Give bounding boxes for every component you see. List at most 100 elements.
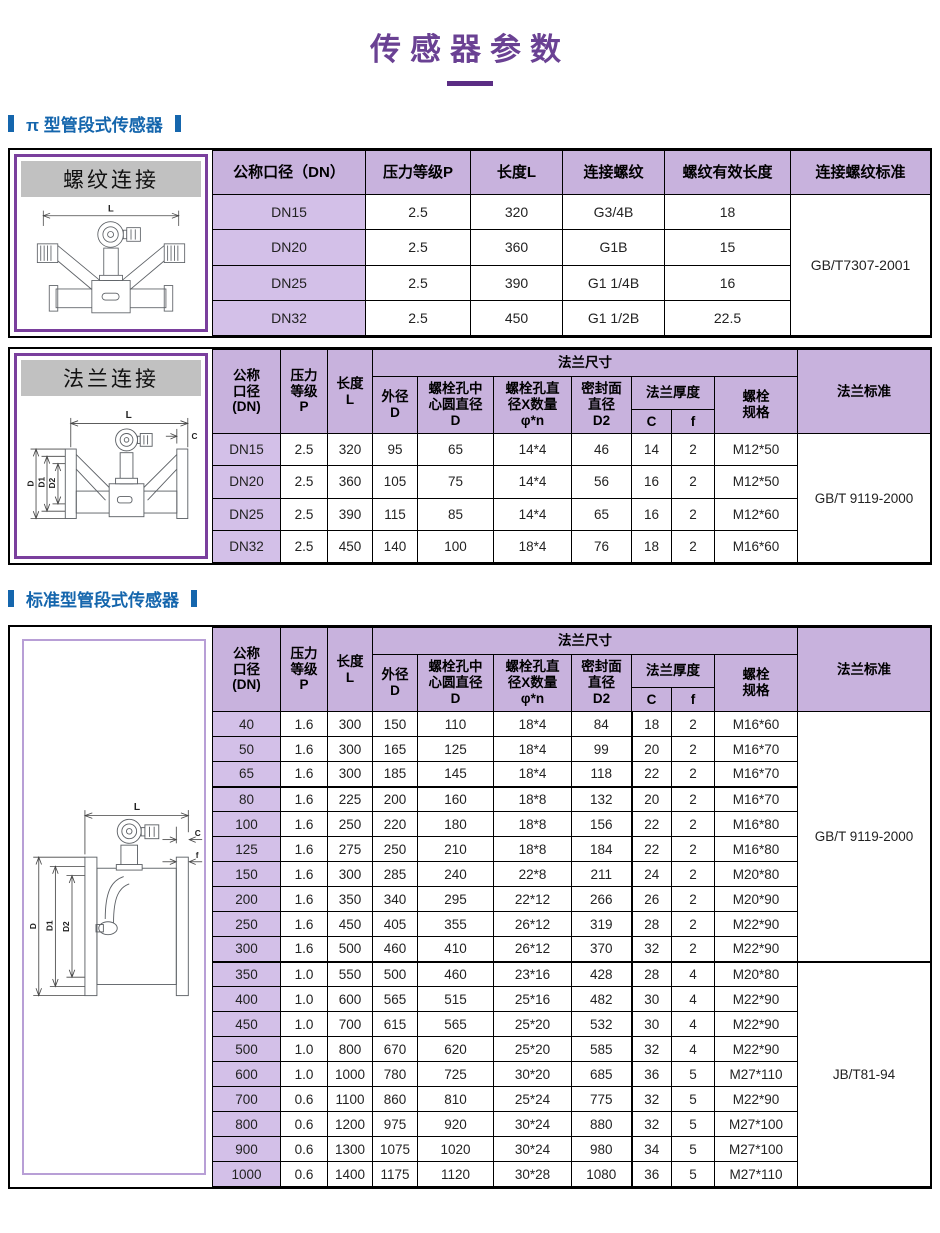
data-cell: 2 — [671, 736, 715, 762]
data-cell: 200 — [372, 786, 418, 812]
flanged-panel-frame: 法兰连接 L C — [14, 353, 208, 559]
data-cell: 2 — [671, 836, 715, 862]
threaded-connection-block: 螺纹连接 L — [8, 148, 932, 338]
data-cell: 2.5 — [280, 529, 328, 564]
data-cell: 450 — [327, 911, 373, 937]
data-cell: 22.5 — [664, 299, 791, 337]
dim-label-D1: D1 — [37, 476, 46, 487]
standard-sensor-drawing: L C f D D1 D2 — [28, 802, 203, 997]
col-header-flange-standard: 法兰标准 — [797, 349, 932, 434]
table-row: DN25 2.5 390 G1 1/4B 16 — [212, 264, 931, 301]
col-header-length: 长度 L — [327, 627, 373, 712]
page-title: 传感器参数 — [370, 32, 570, 67]
table-row: 200 1.6 350 340 295 22*12 266 26 2 M20*90 — [212, 886, 931, 912]
data-cell: 1.6 — [280, 836, 328, 862]
data-cell: 1.0 — [280, 1061, 328, 1087]
standard-spec-table: 公称 口径 (DN) 压力 等级 P 长度 L 法兰尺寸 法兰标准 外径 D 螺… — [212, 627, 932, 1187]
data-cell: 180 — [417, 811, 494, 837]
flanged-sensor-drawing: L C D D1 D2 — [26, 410, 197, 520]
section-heading-standard-type: 标准型管段式传感器 — [8, 586, 940, 611]
data-cell: 24 — [631, 861, 672, 887]
col-header-bolt-circle: 螺栓孔中 心圆直径 D — [417, 376, 494, 434]
data-cell: M22*90 — [713, 1036, 799, 1062]
heading-bar-icon — [8, 590, 14, 607]
data-cell: 1.6 — [280, 811, 328, 837]
col-header-length: 长度L — [470, 150, 563, 195]
data-cell: 125 — [417, 736, 494, 762]
data-cell: 23*16 — [493, 960, 572, 987]
data-cell: 1.6 — [280, 911, 328, 937]
dim-label-D2: D2 — [61, 921, 71, 932]
data-cell: 14*4 — [493, 497, 572, 531]
row-header-cell: 900 — [212, 1136, 281, 1162]
table-header-row: C f — [213, 409, 931, 434]
data-cell: 1.6 — [280, 736, 328, 762]
data-cell: 1120 — [417, 1161, 494, 1187]
data-cell: 565 — [417, 1011, 494, 1037]
data-cell: 32 — [631, 936, 672, 962]
data-cell: 250 — [372, 836, 418, 862]
data-cell: 5 — [671, 1161, 715, 1187]
data-cell: 515 — [417, 986, 494, 1012]
data-cell: M27*100 — [713, 1136, 799, 1162]
row-header-cell: 250 — [212, 911, 281, 937]
data-cell: 1.6 — [280, 886, 328, 912]
col-group-flange-thickness: 法兰厚度 — [631, 654, 715, 688]
data-cell: 860 — [372, 1086, 418, 1112]
data-cell: G1 1/4B — [562, 264, 665, 301]
data-cell: 211 — [571, 861, 633, 887]
col-header-bolt-spec: 螺栓 规格 — [713, 654, 799, 712]
table-row: 350 1.0 550 500 460 23*16 428 28 4 M20*80 JB/T81-9… — [212, 960, 932, 1187]
data-cell: 4 — [671, 1036, 715, 1062]
data-cell: 30*20 — [493, 1061, 572, 1087]
col-header-c: C — [631, 687, 672, 712]
row-header-cell: 400 — [212, 986, 281, 1012]
data-cell: 800 — [327, 1036, 373, 1062]
data-cell: M20*90 — [713, 886, 799, 912]
col-header-pressure: 压力等级P — [365, 150, 471, 195]
table-row: 50 1.6 300 165 125 18*4 99 20 2 M16*70 — [212, 736, 931, 762]
data-cell: 18*8 — [493, 836, 572, 862]
data-cell: M22*90 — [713, 1086, 799, 1112]
data-cell: G1 1/2B — [562, 299, 665, 337]
data-cell: 16 — [631, 497, 672, 531]
data-cell: 405 — [372, 911, 418, 937]
data-cell: 2.5 — [280, 497, 328, 531]
table-row: 450 1.0 700 615 565 25*20 532 30 4 M22*90 — [212, 1011, 931, 1037]
heading-bar-icon — [8, 115, 14, 132]
data-cell: 390 — [470, 264, 563, 301]
dim-label-L: L — [126, 410, 132, 421]
section-heading-pi-type: π 型管段式传感器 — [8, 111, 940, 136]
table-row: 400 1.0 600 565 515 25*16 482 30 4 M22*90 — [212, 986, 931, 1012]
table-row: DN32 2.5 450 G1 1/2B 22.5 — [212, 299, 931, 337]
data-cell: 1.6 — [280, 711, 328, 737]
dim-label-f: f — [196, 850, 199, 860]
row-header-cell: 450 — [212, 1011, 281, 1037]
data-cell: 16 — [664, 264, 791, 301]
col-header-seal-face: 密封面 直径 D2 — [571, 654, 632, 712]
data-cell: 4 — [671, 1011, 715, 1037]
col-header-f: f — [671, 409, 715, 434]
col-header-thread: 连接螺纹 — [562, 150, 665, 195]
data-cell: 2.5 — [280, 465, 328, 499]
data-cell: 1.6 — [280, 861, 328, 887]
data-cell: 1000 — [327, 1061, 373, 1087]
data-cell: 1.6 — [280, 786, 328, 812]
data-cell: M16*70 — [713, 761, 799, 788]
data-cell: 0.6 — [280, 1161, 328, 1187]
data-cell: 26 — [631, 886, 672, 912]
table-row: 700 0.6 1100 860 810 25*24 775 32 5 M22*90 — [212, 1086, 931, 1112]
heading-bar-icon — [191, 590, 197, 607]
dim-label-D: D — [28, 923, 38, 929]
data-cell: 2.5 — [280, 432, 328, 467]
data-cell: 22 — [631, 761, 672, 788]
data-cell: 105 — [372, 465, 418, 499]
col-header-dn: 公称 口径 (DN) — [212, 627, 281, 712]
data-cell: G1B — [562, 229, 665, 266]
table-header-row: 外径 D 螺栓孔中 心圆直径 D 螺栓孔直 径X数量 φ*n 密封面 直径 D2… — [213, 654, 931, 712]
data-cell: 1.6 — [280, 936, 328, 962]
dim-label-C: C — [191, 432, 197, 441]
data-cell: 1.0 — [280, 960, 328, 987]
table-header-row: 公称 口径 (DN) 压力 等级 P 长度 L 法兰尺寸 法兰标准 — [212, 349, 932, 434]
